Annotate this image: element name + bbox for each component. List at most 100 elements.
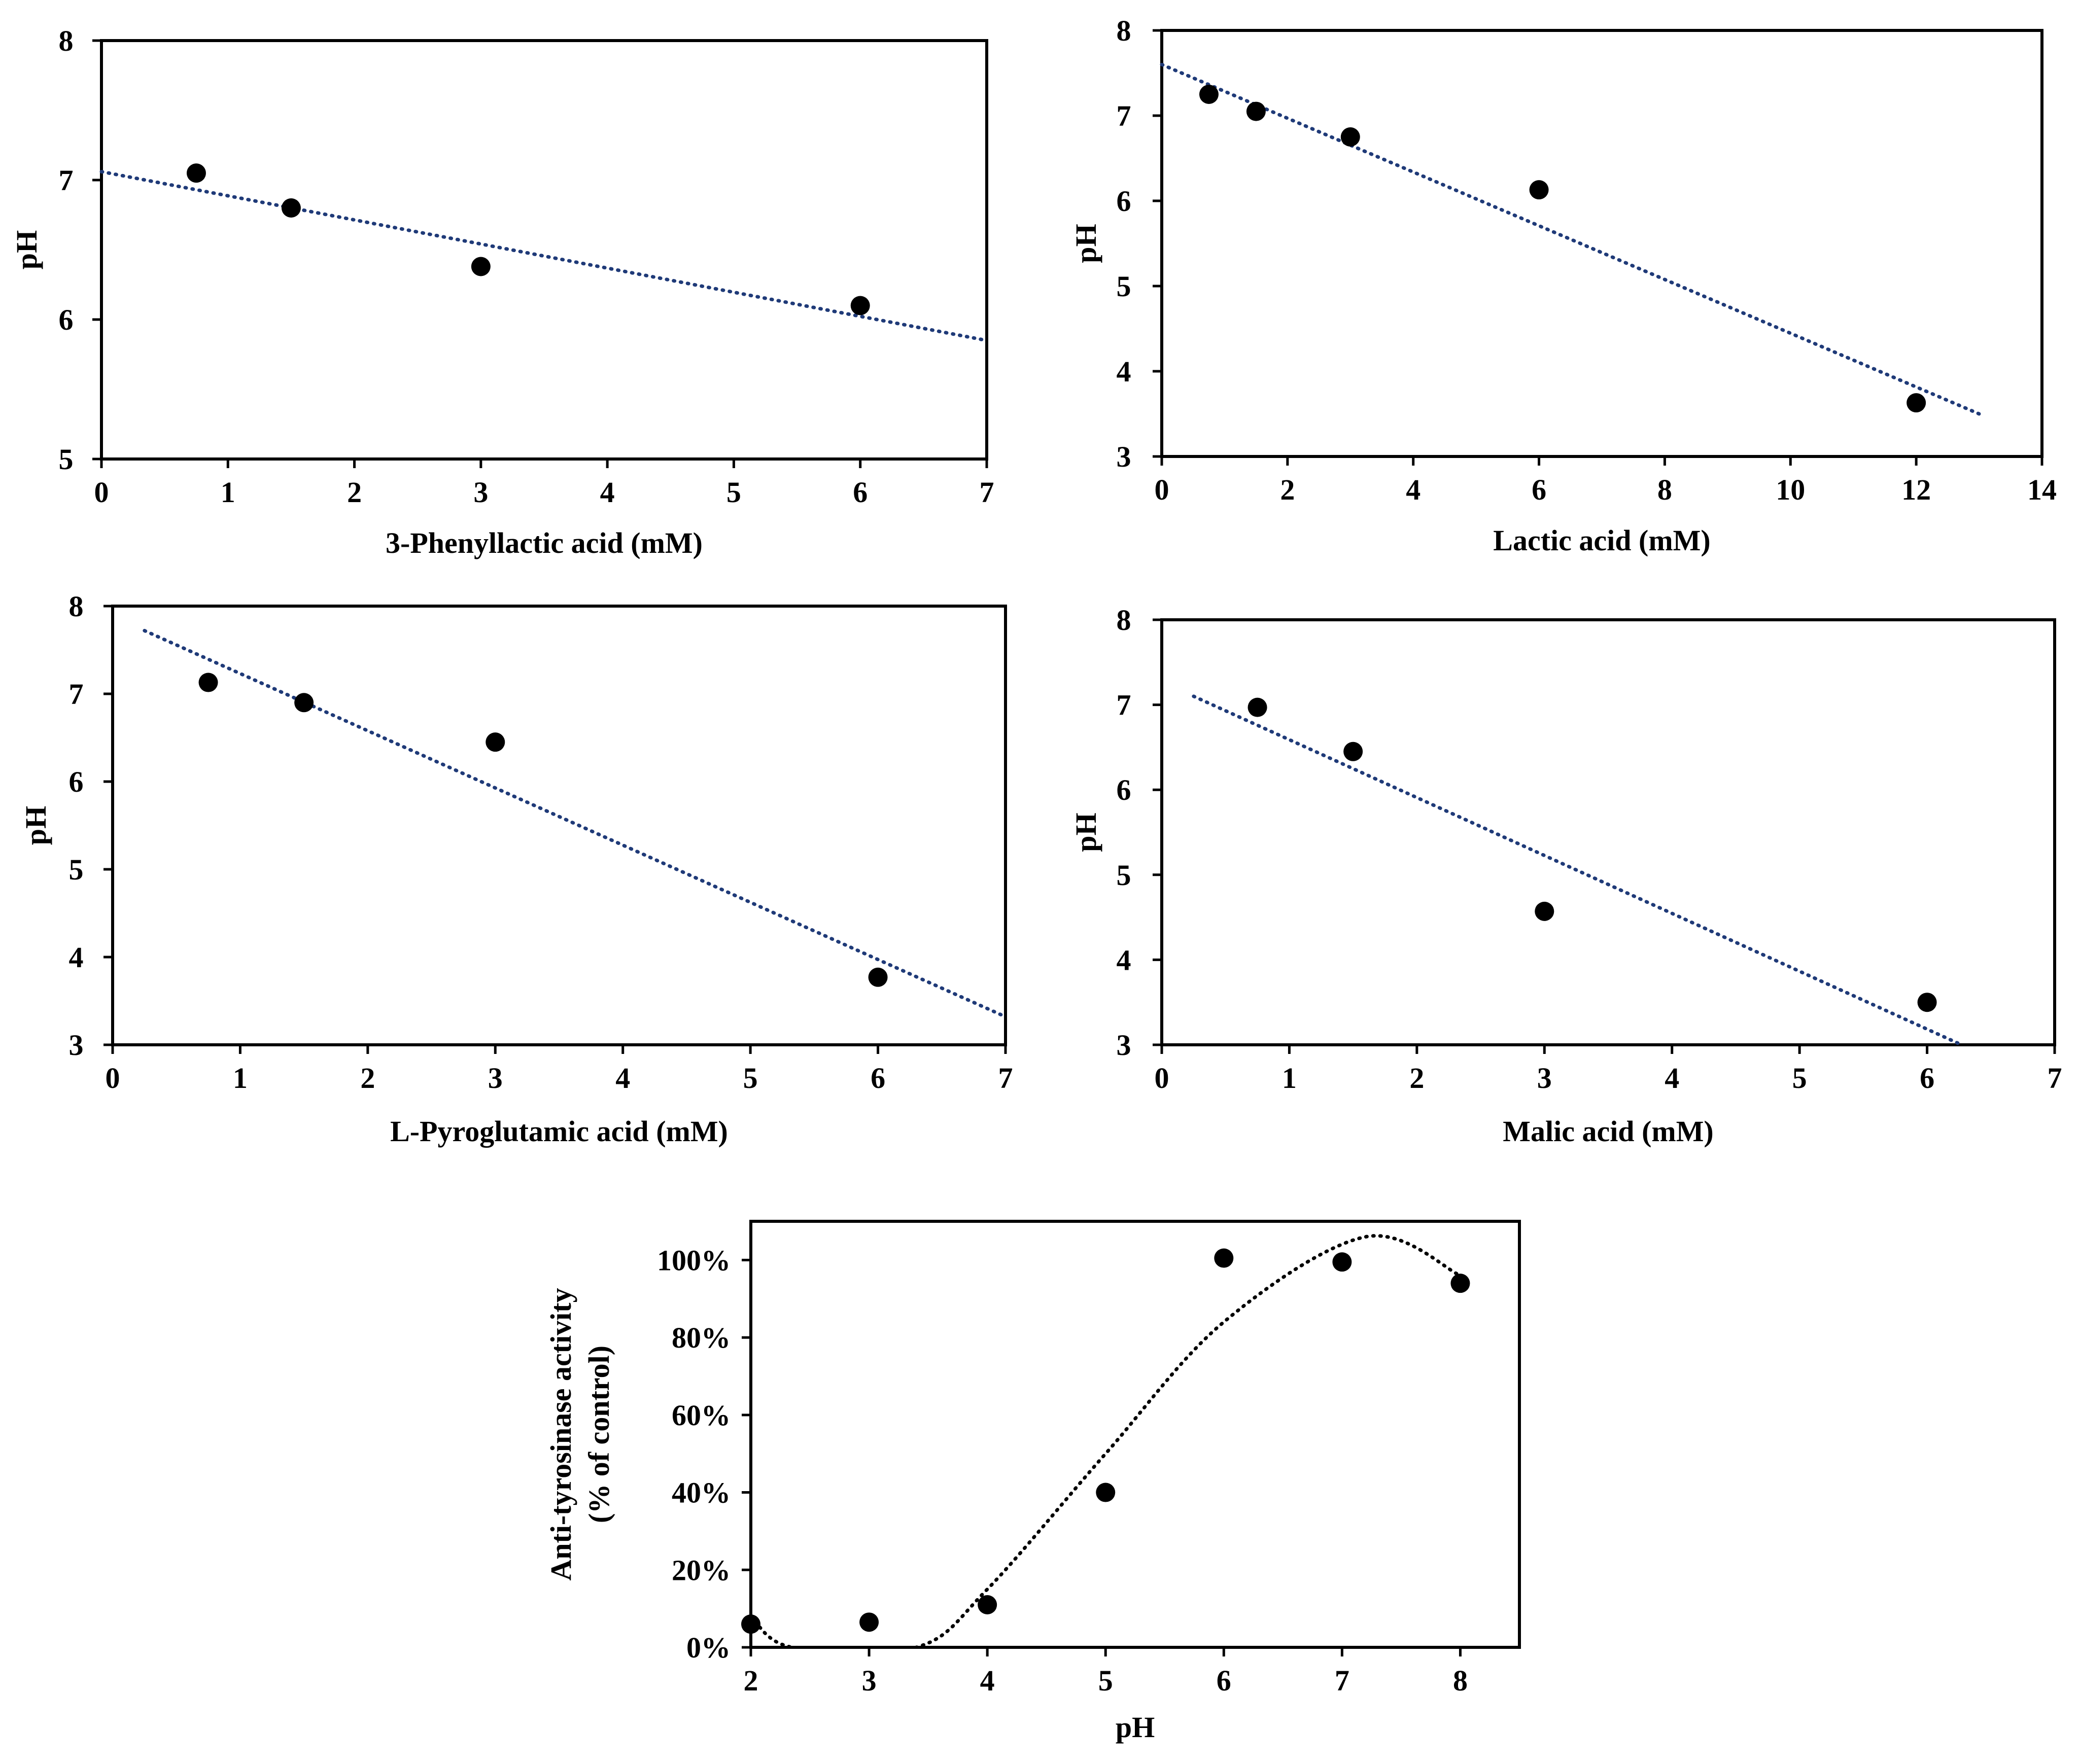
plot-frame <box>749 1220 1521 1649</box>
chart-lactic-acid: 0 2 4 6 8 10 12 14 3 4 5 6 7 8 Lactic acid (mM) pH <box>1069 14 2057 557</box>
x-tick-label: 4 <box>600 476 615 509</box>
x-tick-label: 2 <box>347 476 362 509</box>
y-axis-label: pH <box>1069 813 1102 852</box>
data-point <box>186 163 206 183</box>
y-axis-label: Anti-tyrosinase activity <box>544 1288 577 1580</box>
x-tick-label: 6 <box>853 476 868 509</box>
y-tick-label: 6 <box>1117 773 1131 806</box>
x-axis-label: Lactic acid (mM) <box>1493 524 1710 557</box>
x-tick-label: 6 <box>1532 473 1546 506</box>
chart-phenyllactic-acid: 0 1 2 3 4 5 6 7 5 6 7 8 3-Phenyllactic acid (mM) pH <box>10 24 994 559</box>
x-axis-label: pH <box>1116 1711 1155 1744</box>
data-point <box>868 967 888 987</box>
trendline <box>1160 62 1981 416</box>
y-tick-label: 40% <box>672 1476 731 1509</box>
x-tick-label: 5 <box>743 1062 758 1095</box>
y-tick-label: 8 <box>69 590 84 623</box>
x-tick-label: 8 <box>1657 473 1672 506</box>
y-tick-label: 4 <box>69 941 84 974</box>
data-point <box>1332 1252 1352 1272</box>
x-tick-label: 3 <box>1537 1062 1552 1095</box>
data-point <box>198 673 218 692</box>
x-tick-label: 0 <box>1155 1062 1169 1095</box>
y-tick-label: 6 <box>59 303 74 336</box>
x-tick-label: 4 <box>615 1062 630 1095</box>
x-tick-label: 2 <box>1409 1062 1424 1095</box>
y-tick-label: 20% <box>672 1554 731 1586</box>
x-tick-label: 3 <box>862 1664 877 1697</box>
y-tick-label: 60% <box>672 1399 731 1432</box>
y-tick-label: 4 <box>1117 355 1131 388</box>
plot-frame <box>111 605 1007 1046</box>
y-tick-label: 4 <box>1117 943 1131 976</box>
x-tick-label: 6 <box>1217 1664 1231 1697</box>
y-tick-label: 100% <box>657 1244 731 1277</box>
data-point <box>486 732 505 752</box>
x-tick-label: 1 <box>1282 1062 1297 1095</box>
y-tick-label: 8 <box>1117 14 1131 47</box>
y-tick-label: 5 <box>69 853 84 886</box>
y-tick-label: 3 <box>1117 1029 1131 1062</box>
y-tick-label: 5 <box>59 443 74 476</box>
chart-antityrosinase-vs-ph: 2 3 4 5 6 7 80%20%40%60%80%100%pHAnti-tyrosina… <box>544 1220 1521 1744</box>
y-tick-label: 3 <box>69 1029 84 1062</box>
plot-frame <box>1160 29 2043 458</box>
data-point <box>1907 393 1926 413</box>
x-tick-label: 12 <box>1901 473 1931 506</box>
y-tick-label: 7 <box>1117 99 1131 132</box>
x-tick-label: 3 <box>473 476 488 509</box>
data-point <box>1248 697 1267 717</box>
x-tick-label: 7 <box>980 476 994 509</box>
data-point <box>1450 1274 1470 1293</box>
x-tick-label: 6 <box>871 1062 885 1095</box>
y-tick-label: 5 <box>1117 270 1131 303</box>
data-point <box>281 198 301 218</box>
x-tick-label: 5 <box>1792 1062 1807 1095</box>
trendline <box>751 1234 1462 1647</box>
x-axis-label: Malic acid (mM) <box>1503 1115 1714 1148</box>
x-axis-label: 3-Phenyllactic acid (mM) <box>386 526 703 559</box>
x-tick-label: 3 <box>488 1062 503 1095</box>
x-tick-label: 2 <box>1280 473 1295 506</box>
x-tick-label: 2 <box>360 1062 375 1095</box>
x-tick-label: 4 <box>1665 1062 1679 1095</box>
x-tick-label: 4 <box>1406 473 1420 506</box>
x-tick-label: 2 <box>744 1664 758 1697</box>
data-point <box>294 693 314 713</box>
x-tick-label: 0 <box>94 476 109 509</box>
x-tick-label: 8 <box>1453 1664 1468 1697</box>
data-point <box>850 296 870 315</box>
y-axis-label: pH <box>1069 224 1102 263</box>
x-tick-label: 0 <box>1155 473 1169 506</box>
y-axis-label: pH <box>19 806 52 845</box>
x-tick-label: 7 <box>1335 1664 1349 1697</box>
trendline <box>99 170 989 342</box>
data-point <box>1535 901 1554 921</box>
data-point <box>1917 993 1937 1012</box>
data-point <box>1199 85 1219 104</box>
y-tick-label: 6 <box>69 765 84 798</box>
data-point <box>1096 1483 1116 1502</box>
trendline <box>1192 694 1963 1047</box>
data-point <box>978 1595 997 1614</box>
x-tick-label: 0 <box>106 1062 120 1095</box>
y-tick-label: 8 <box>59 24 74 57</box>
data-point <box>741 1614 760 1634</box>
x-tick-label: 7 <box>2048 1062 2062 1095</box>
plot-frame <box>100 39 988 461</box>
data-point <box>471 257 491 276</box>
y-tick-label: 7 <box>59 164 74 197</box>
y-tick-label: 5 <box>1117 859 1131 892</box>
chart-pyroglutamic-acid: 0 1 2 3 4 5 6 7 3 4 5 6 7 8 L-Pyroglutamic acid (mM) pH <box>19 590 1013 1148</box>
data-point <box>1529 180 1549 200</box>
x-tick-label: 1 <box>221 476 235 509</box>
x-tick-label: 6 <box>1920 1062 1934 1095</box>
data-point <box>1214 1248 1234 1268</box>
x-tick-label: 4 <box>980 1664 995 1697</box>
y-tick-label: 0% <box>686 1631 731 1664</box>
y-tick-label: 80% <box>672 1321 731 1354</box>
y-tick-label: 8 <box>1117 604 1131 637</box>
trendline <box>143 628 1008 1019</box>
data-point <box>859 1612 879 1632</box>
